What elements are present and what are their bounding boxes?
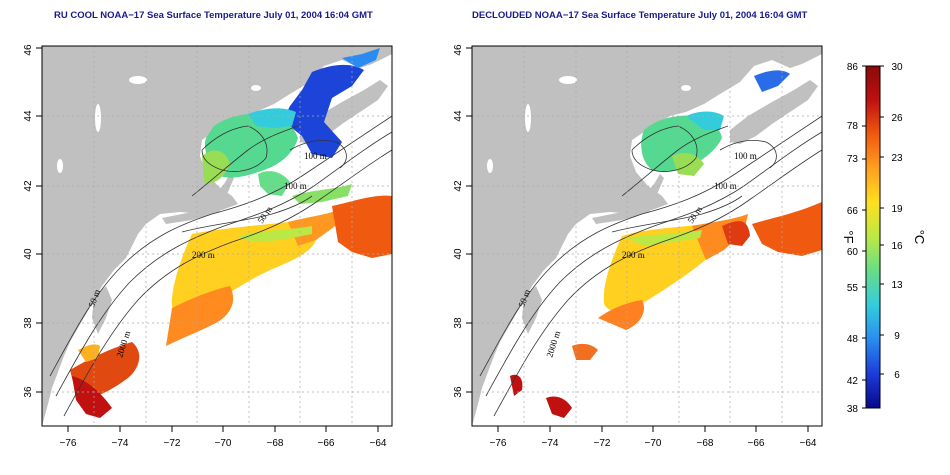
left-y-tick-label: 40: [23, 248, 34, 260]
right-y-axis: 36 38 40 42 44 46: [453, 44, 472, 398]
celsius-unit-label: °C: [912, 230, 927, 245]
left-map-frame: [41, 45, 393, 427]
right-x-tick-label: −76: [490, 438, 507, 449]
right-x-tick-label: −72: [594, 438, 611, 449]
colorbar-f-label: 38: [847, 404, 859, 415]
right-map-title: DECLOUDED NOAA−17 Sea Surface Temperatur…: [472, 10, 808, 21]
colorbar-c-label: 19: [891, 204, 903, 215]
left-x-tick-label: −64: [370, 438, 387, 449]
right-x-tick-label: −66: [748, 438, 765, 449]
left-x-tick-label: −66: [318, 438, 335, 449]
left-gridlines: [42, 46, 392, 426]
right-x-tick-label: −64: [800, 438, 817, 449]
left-y-tick-label: 42: [23, 180, 34, 192]
left-x-tick-label: −70: [215, 438, 232, 449]
right-x-axis: −76 −74 −72 −70 −68 −66 −64: [490, 426, 817, 449]
colorbar-f-label: 66: [847, 206, 859, 217]
colorbar-c-label: 13: [891, 280, 903, 291]
contour-label-200m-left: 200 m: [192, 250, 215, 260]
left-x-tick-label: −72: [164, 438, 181, 449]
right-y-tick-label: 46: [453, 44, 464, 56]
left-map-panel: 100 m 100 m 50 m 200 m 50 m 2000 m −76 −…: [23, 44, 393, 449]
left-y-tick-label: 46: [23, 44, 34, 56]
right-y-tick-label: 38: [453, 317, 464, 329]
right-map-panel: 100 m 100 m 50 m 200 m 50 m 2000 m −76 −…: [453, 44, 823, 449]
colorbar-c-label: 6: [894, 370, 900, 381]
contour-label-100m-left: 100 m: [284, 181, 307, 191]
colorbar-c-label: 9: [894, 331, 900, 342]
left-x-tick-label: −68: [267, 438, 284, 449]
colorbar-f-label: 86: [847, 62, 859, 73]
colorbar-f-label: 78: [847, 121, 859, 132]
right-x-tick-label: −70: [645, 438, 662, 449]
right-map-frame: [471, 45, 823, 427]
colorbar-c-label: 30: [891, 62, 903, 73]
colorbar-f-label: 73: [847, 154, 859, 165]
colorbar-c-label: 23: [891, 153, 903, 164]
colorbar-ramp: [865, 65, 881, 409]
right-x-tick-label: −68: [697, 438, 714, 449]
left-y-tick-label: 44: [23, 110, 34, 122]
left-y-tick-label: 38: [23, 317, 34, 329]
right-y-tick-label: 36: [453, 386, 464, 398]
right-y-tick-label: 44: [453, 110, 464, 122]
colorbar-fahrenheit-ticks: [862, 65, 866, 409]
colorbar-c-label: 26: [891, 113, 903, 124]
left-x-tick-label: −76: [60, 438, 77, 449]
fahrenheit-unit-label: °F: [841, 230, 856, 243]
colorbar-f-label: 55: [847, 283, 859, 294]
colorbar-f-label: 42: [847, 376, 859, 387]
right-gridlines: [472, 46, 822, 426]
colorbar-f-label: 48: [847, 334, 859, 345]
colorbar-c-label: 16: [891, 241, 903, 252]
left-x-tick-label: −74: [112, 438, 129, 449]
right-x-tick-label: −74: [542, 438, 559, 449]
contour-label-100m-right: 100 m: [714, 181, 737, 191]
left-y-axis: 36 38 40 42 44 46: [23, 44, 42, 398]
colorbar: 86 78 73 66 60 55 48 42 38 30 26 23 19 1…: [841, 62, 927, 415]
left-sst-field: [70, 48, 392, 418]
right-y-tick-label: 42: [453, 180, 464, 192]
left-map-title: RU COOL NOAA−17 Sea Surface Temperature …: [54, 10, 373, 21]
left-y-tick-label: 36: [23, 386, 34, 398]
left-x-axis: −76 −74 −72 −70 −68 −66 −64: [60, 426, 387, 449]
contour-label-100m-b-right: 100 m: [734, 151, 757, 161]
colorbar-celsius-ticks: [880, 65, 884, 375]
contour-label-200m-right: 200 m: [622, 250, 645, 260]
contour-label-100m-b-left: 100 m: [304, 151, 327, 161]
right-y-tick-label: 40: [453, 248, 464, 260]
colorbar-f-label: 60: [847, 247, 859, 258]
right-sst-field: [510, 70, 822, 418]
